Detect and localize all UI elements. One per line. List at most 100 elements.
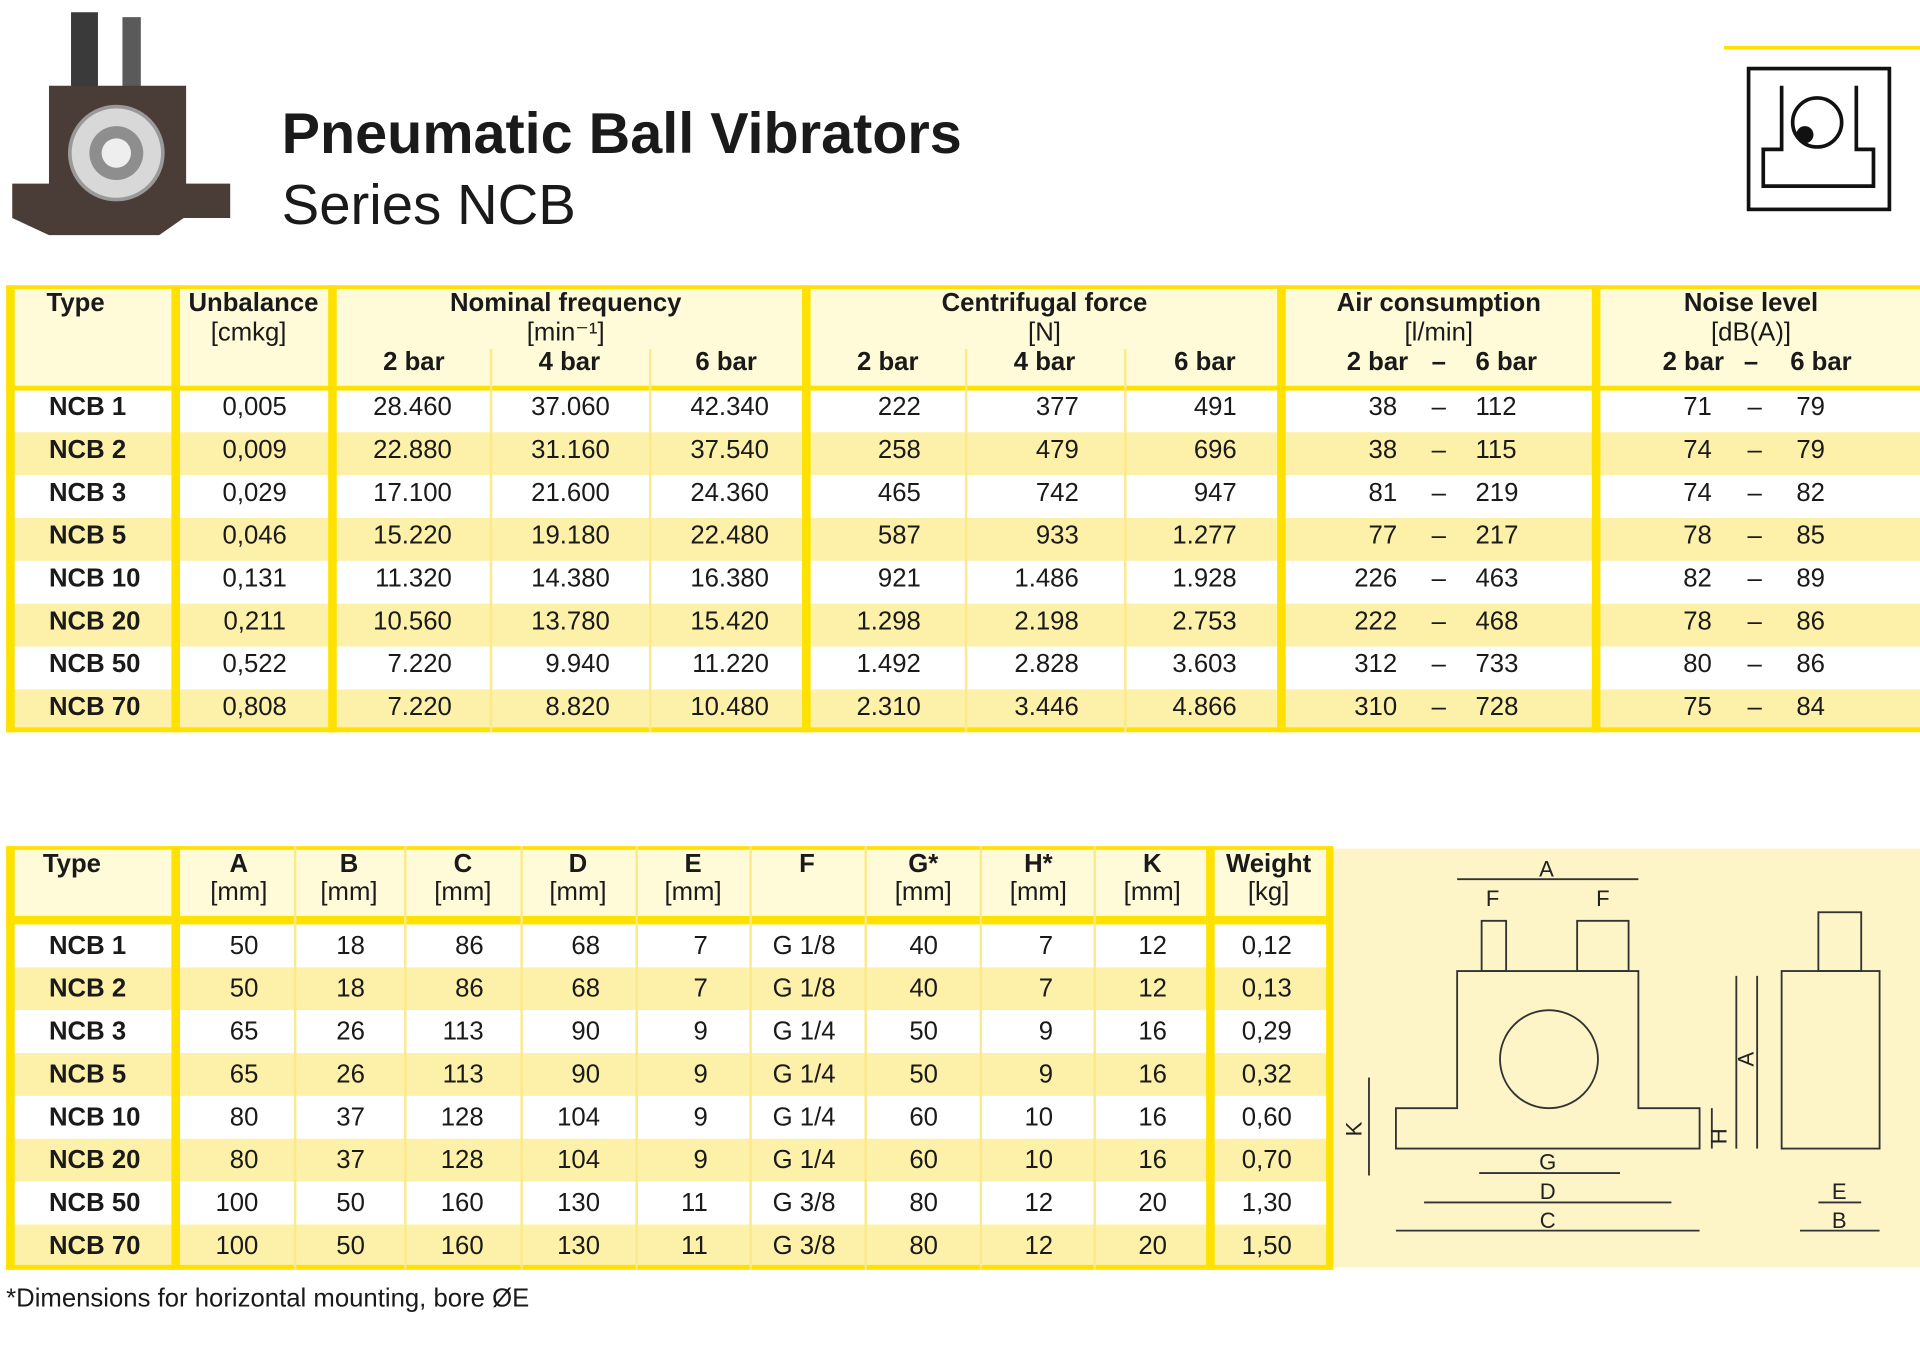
type-cell: NCB 2	[48, 974, 127, 1003]
cell: 15.420	[690, 607, 769, 636]
header-pressure: 2 bar	[1346, 347, 1409, 376]
type-cell: NCB 3	[48, 478, 127, 507]
column-separator	[648, 348, 652, 733]
cell: 12	[1138, 974, 1167, 1003]
cell: 468	[1475, 607, 1519, 636]
header-unit: [mm]	[320, 877, 378, 907]
cell: 85	[1796, 521, 1825, 550]
header-unit: [kg]	[1247, 877, 1290, 907]
cell: 26	[336, 1060, 365, 1089]
column-separator	[293, 846, 297, 1270]
cell: 115	[1475, 435, 1517, 465]
cell: 2.828	[1014, 650, 1079, 679]
cell: 491	[1193, 393, 1237, 422]
dimension-label: D	[1540, 1179, 1556, 1204]
type-cell: NCB 10	[48, 1103, 141, 1132]
cell: 86	[455, 974, 484, 1003]
cell: 3.446	[1014, 693, 1079, 722]
row-background	[6, 517, 1920, 561]
cell: 16	[1138, 1103, 1167, 1132]
cell: 113	[442, 1017, 484, 1046]
header-label: Noise level	[1683, 288, 1819, 318]
cell: G 1/4	[772, 1146, 836, 1175]
header-label: H*	[1024, 849, 1053, 878]
header-label: F	[799, 849, 815, 878]
type-cell: NCB 1	[48, 393, 127, 422]
title: Pneumatic Ball Vibrators	[281, 100, 962, 166]
range-separator: –	[1747, 521, 1762, 550]
header-pressure: 2 bar	[383, 347, 445, 376]
header-unit: [mm]	[210, 877, 268, 907]
dimension-label: F	[1486, 886, 1499, 911]
header-unit: [mm]	[894, 877, 952, 907]
cell: 12	[1138, 931, 1167, 961]
cell: 226	[1354, 564, 1398, 593]
cell: 130	[557, 1231, 601, 1261]
type-cell: NCB 70	[48, 693, 141, 722]
cell: 10.480	[690, 693, 769, 722]
cell: 104	[557, 1103, 601, 1132]
cell: G 1/4	[772, 1017, 836, 1046]
header-label: A	[229, 849, 249, 878]
header-label: Nominal frequency	[449, 288, 682, 318]
column-separator	[1093, 846, 1096, 1270]
cell: G 3/8	[772, 1188, 836, 1218]
range-separator: –	[1431, 607, 1446, 636]
cell: 42.340	[690, 393, 769, 422]
cell: 3.603	[1172, 650, 1237, 679]
type-cell: NCB 70	[48, 1231, 141, 1261]
type-cell: NCB 50	[48, 650, 141, 679]
cell: 0,131	[222, 564, 287, 593]
column-separator	[404, 846, 407, 1270]
range-separator: –	[1431, 435, 1446, 465]
cell: 217	[1475, 521, 1519, 550]
cell: 90	[571, 1060, 601, 1089]
row-background	[6, 1224, 1333, 1268]
header-pressure: 4 bar	[1013, 347, 1076, 376]
cell: 74	[1683, 478, 1712, 507]
cell: 100	[215, 1231, 259, 1261]
cell: G 1/8	[772, 931, 836, 961]
row-background	[6, 646, 1920, 690]
column-separator	[749, 846, 752, 1270]
cell: 10	[1024, 1146, 1054, 1175]
cell: 742	[1035, 478, 1079, 507]
cell: 50	[909, 1017, 938, 1046]
cell: 11.220	[692, 650, 769, 679]
header-pressure: 2 bar	[857, 347, 919, 376]
dimension-label: K	[1342, 1121, 1367, 1136]
cell: 587	[877, 521, 921, 550]
header-pressure: 6 bar	[1790, 347, 1852, 376]
group-separator	[171, 846, 181, 1270]
cell: 112	[1475, 393, 1517, 422]
header-label: D	[568, 849, 588, 878]
cell: 160	[440, 1231, 484, 1261]
cell: 733	[1475, 650, 1519, 679]
cell: 463	[1475, 564, 1519, 593]
cell: 7	[1038, 931, 1054, 961]
cell: 86	[1796, 607, 1825, 636]
header-background	[6, 848, 1333, 916]
cell: 7.220	[387, 693, 452, 722]
cell: 13.780	[531, 607, 610, 636]
cell: 0,211	[223, 607, 286, 636]
row-background	[6, 967, 1333, 1011]
cell: 12	[1024, 1188, 1054, 1218]
header-pressure: 4 bar	[538, 347, 601, 376]
cell: 0,005	[222, 393, 287, 422]
cell: 0,13	[1241, 974, 1292, 1003]
cell: 479	[1035, 435, 1079, 465]
header-separator: –	[1431, 347, 1446, 376]
subtitle: Series NCB	[281, 172, 576, 237]
header-pressure: 6 bar	[695, 347, 757, 376]
group-separator	[328, 285, 337, 733]
dimension-label: G	[1539, 1149, 1556, 1174]
cell: 22.880	[373, 435, 452, 465]
type-cell: NCB 2	[48, 435, 127, 465]
row-background	[6, 924, 1333, 968]
cell: 20	[1138, 1188, 1167, 1218]
header-unit: [mm]	[1009, 877, 1067, 907]
cell: 104	[557, 1146, 601, 1175]
header-pressure: 6 bar	[1174, 347, 1236, 376]
